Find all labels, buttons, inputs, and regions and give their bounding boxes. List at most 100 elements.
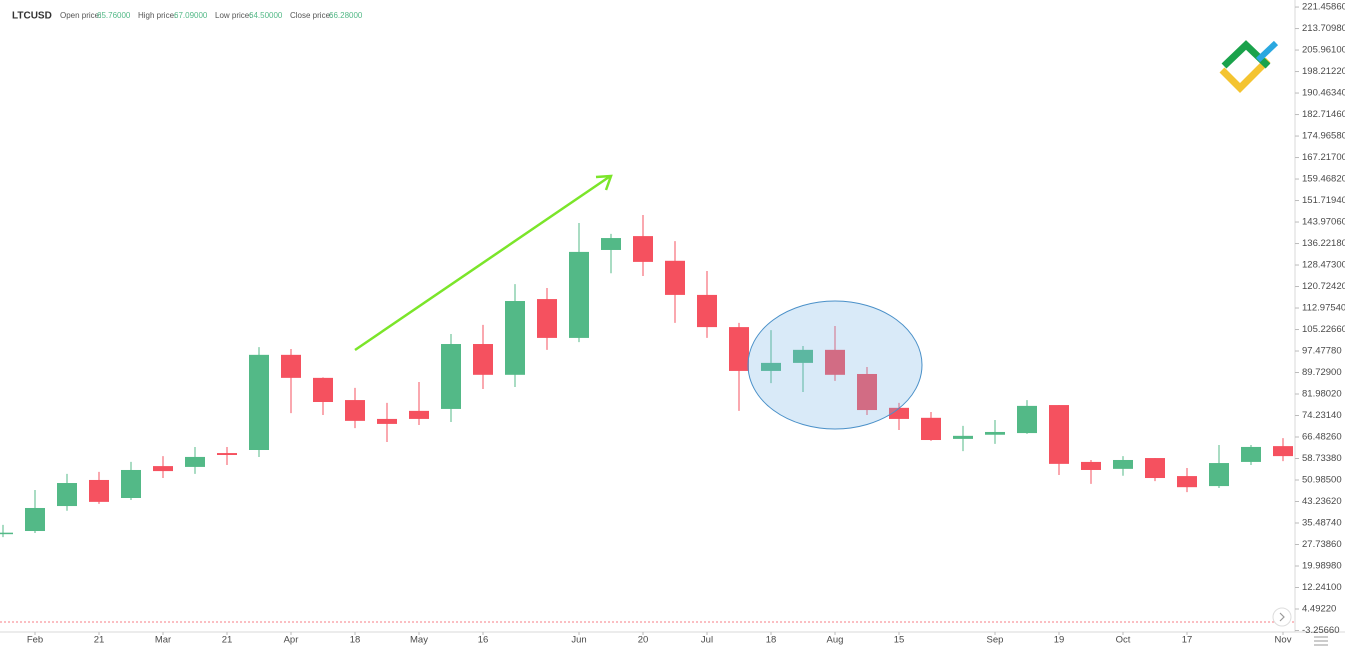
y-tick-label: 4.49220	[1302, 604, 1336, 615]
y-tick-label: 151.71940	[1302, 195, 1345, 206]
candle-body	[1049, 405, 1069, 464]
y-tick-label: 143.97060	[1302, 217, 1345, 228]
y-tick-label: 221.45860	[1302, 2, 1345, 13]
logo-yellow	[1219, 57, 1271, 93]
candle-body	[313, 377, 333, 403]
x-tick-label: 21	[94, 635, 105, 646]
y-tick-label: 112.97540	[1302, 303, 1345, 314]
y-tick-label: 66.48260	[1302, 432, 1342, 443]
trend-arrow	[354, 175, 610, 352]
y-tick-label: 120.72420	[1302, 281, 1345, 292]
x-tick-label: Apr	[284, 635, 299, 646]
candle-body	[377, 418, 397, 424]
candle-body	[217, 453, 237, 455]
logo	[1219, 40, 1279, 93]
x-tick-label: Jul	[701, 635, 713, 646]
y-tick-label: 58.73380	[1302, 453, 1342, 464]
candle-body	[153, 466, 173, 472]
candle-body	[249, 354, 269, 451]
candle-body	[985, 431, 1005, 435]
y-tick-label: 43.23620	[1302, 496, 1342, 507]
y-tick-label: 105.22660	[1302, 324, 1345, 335]
x-tick-label: Sep	[987, 635, 1004, 646]
candle-body	[505, 301, 525, 375]
x-tick-label: Oct	[1116, 635, 1131, 646]
y-tick-label: 81.98020	[1302, 389, 1342, 400]
stat-value: 66.28000	[329, 11, 363, 20]
candle-body	[1241, 446, 1261, 462]
arrow-head	[595, 174, 613, 191]
y-tick-label: 50.98500	[1302, 475, 1342, 486]
settings-icon[interactable]	[1314, 636, 1328, 646]
x-tick-label: 20	[638, 635, 649, 646]
x-tick-label: May	[410, 635, 428, 646]
y-tick-label: 128.47300	[1302, 260, 1345, 271]
logo-blue	[1255, 40, 1279, 63]
candle-body	[1177, 476, 1197, 488]
stat-label: High price:	[138, 11, 176, 20]
y-tick-label: 167.21700	[1302, 152, 1345, 163]
candle-body	[345, 400, 365, 421]
y-tick-label: 182.71460	[1302, 109, 1345, 120]
y-tick-label: 198.21220	[1302, 66, 1345, 77]
candle-body	[825, 349, 845, 375]
candle-body	[569, 251, 589, 338]
candle-body	[761, 362, 781, 371]
candle-body	[121, 469, 141, 498]
highlight-ellipse	[747, 300, 923, 430]
candle-body	[185, 456, 205, 467]
x-tick-label: 21	[222, 635, 233, 646]
y-tick-label: 190.46340	[1302, 88, 1345, 99]
candle-body	[1209, 463, 1229, 487]
candle-body	[889, 407, 909, 419]
candle-body	[729, 327, 749, 371]
stat-value: 67.09000	[174, 11, 208, 20]
x-tick-label: 16	[478, 635, 489, 646]
y-tick-label: 97.47780	[1302, 346, 1342, 357]
y-tick-label: 213.70980	[1302, 23, 1345, 34]
candle-body	[921, 417, 941, 441]
stat-value: 65.76000	[97, 11, 131, 20]
stat-label: Close price:	[290, 11, 332, 20]
candle-body	[601, 238, 621, 250]
candle-body	[665, 260, 685, 295]
x-tick-label: Feb	[27, 635, 43, 646]
y-tick-label: -3.25660	[1302, 625, 1340, 636]
x-tick-label: 18	[350, 635, 361, 646]
candle-body	[1113, 459, 1133, 469]
x-tick-label: 18	[766, 635, 777, 646]
candle-body	[281, 354, 301, 378]
candle-body	[697, 294, 717, 328]
candle-body	[89, 479, 109, 502]
x-tick-label: Nov	[1275, 635, 1292, 646]
candle-body	[25, 507, 45, 532]
candle-body	[793, 349, 813, 363]
candle-body	[633, 236, 653, 262]
symbol: LTCUSD	[12, 11, 52, 22]
stat-value: 64.50000	[249, 11, 283, 20]
candle-body	[1145, 458, 1165, 479]
stat-label: Low price:	[215, 11, 251, 20]
candle-body	[1273, 446, 1293, 457]
x-tick-label: Aug	[827, 635, 844, 646]
candle-body	[1081, 461, 1101, 470]
y-tick-label: 174.96580	[1302, 131, 1345, 142]
y-tick-label: 159.46820	[1302, 174, 1345, 185]
candle-body	[473, 344, 493, 375]
scroll-icon	[1279, 612, 1285, 622]
y-tick-label: 205.96100	[1302, 45, 1345, 56]
x-tick-label: 19	[1054, 635, 1065, 646]
candles	[0, 215, 1293, 538]
x-tick-label: Mar	[155, 635, 171, 646]
y-tick-label: 35.48740	[1302, 518, 1342, 529]
candle-body	[441, 344, 461, 409]
y-tick-label: 74.23140	[1302, 410, 1342, 421]
x-tick-label: 17	[1182, 635, 1193, 646]
scroll-button[interactable]	[1272, 607, 1292, 627]
candle-body	[1017, 405, 1037, 434]
y-tick-label: 27.73860	[1302, 539, 1342, 550]
candle-body	[57, 483, 77, 507]
y-tick-label: 136.22180	[1302, 238, 1345, 249]
